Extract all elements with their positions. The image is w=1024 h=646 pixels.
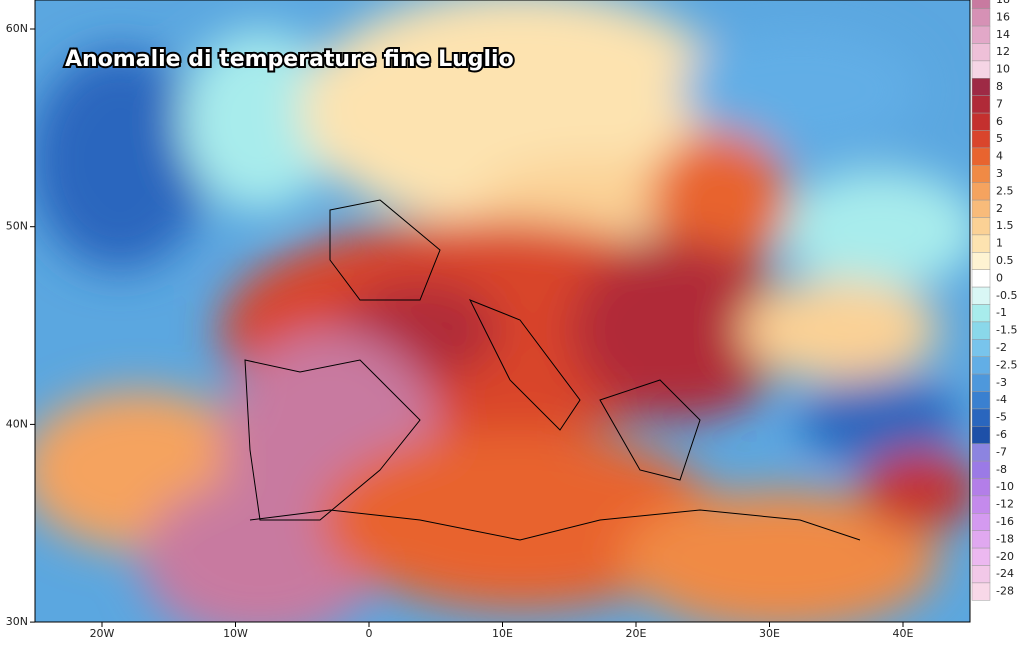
colorbar-label: 3 — [996, 167, 1003, 180]
colorbar-label: 16 — [996, 10, 1010, 23]
colorbar-swatch — [971, 513, 991, 531]
colorbar-swatch — [971, 356, 991, 375]
colorbar-swatch — [971, 321, 991, 340]
lon-label: 20E — [626, 627, 647, 640]
colorbar-swatch — [971, 426, 991, 444]
colorbar-swatch — [971, 530, 991, 549]
colorbar-label: -0.5 — [996, 289, 1017, 302]
colorbar-swatch — [971, 286, 991, 305]
colorbar-swatch — [971, 60, 991, 79]
colorbar-label: -28 — [996, 585, 1014, 598]
anomaly-map — [35, 0, 970, 622]
colorbar-label: 2.5 — [996, 184, 1014, 197]
colorbar-label: -2 — [996, 341, 1007, 354]
colorbar-swatch — [971, 199, 991, 218]
colorbar-label: -3 — [996, 376, 1007, 389]
colorbar-label: 2 — [996, 202, 1003, 215]
colorbar-swatch — [971, 252, 991, 270]
map-title: Anomalie di temperature fine Luglio — [65, 47, 514, 72]
colorbar-swatch — [971, 304, 991, 323]
colorbar-label: -6 — [996, 428, 1007, 441]
colorbar-label: 14 — [996, 28, 1010, 41]
colorbar-swatch — [971, 391, 991, 410]
colorbar-swatch — [971, 373, 991, 392]
lat-label: 60N — [6, 22, 28, 35]
colorbar-label: 8 — [996, 80, 1003, 93]
colorbar-swatch — [971, 565, 991, 584]
colorbar-swatch — [971, 339, 991, 357]
colorbar-label: 12 — [996, 45, 1010, 58]
colorbar-label: -7 — [996, 445, 1007, 458]
colorbar-label: -4 — [996, 393, 1007, 406]
colorbar: 18 16 14 12 10 8 7 6 5 4 3 2.5 2 1.5 1 0.5 0 -0.5 -1 -1.5 -2… — [971, 0, 1017, 601]
lon-label: 10W — [223, 627, 248, 640]
colorbar-label: -24 — [996, 567, 1014, 580]
colorbar-label: -2.5 — [996, 358, 1017, 371]
colorbar-swatch — [971, 43, 991, 62]
lon-label: 20W — [90, 627, 115, 640]
colorbar-swatch — [971, 478, 991, 497]
colorbar-swatch — [971, 182, 991, 201]
colorbar-swatch — [971, 217, 991, 236]
colorbar-label: 6 — [996, 115, 1003, 128]
lon-axis: 20W 10W 0 10E 20E 30E 40E — [90, 622, 914, 640]
colorbar-swatch — [971, 8, 991, 27]
colorbar-label: -16 — [996, 515, 1014, 528]
colorbar-label: 1.5 — [996, 219, 1014, 232]
colorbar-label: 0.5 — [996, 254, 1014, 267]
colorbar-label: 1 — [996, 237, 1003, 250]
lon-label: 10E — [492, 627, 513, 640]
colorbar-swatch — [971, 547, 991, 566]
colorbar-swatch — [971, 495, 991, 514]
colorbar-swatch — [971, 582, 991, 601]
colorbar-label: -20 — [996, 550, 1014, 563]
colorbar-swatch — [971, 78, 991, 96]
colorbar-label: -1 — [996, 306, 1007, 319]
colorbar-label: 18 — [996, 0, 1010, 6]
lat-label: 40N — [6, 417, 28, 430]
lat-axis: 60N 50N 40N 30N — [6, 22, 35, 628]
colorbar-swatch — [971, 0, 991, 9]
colorbar-label: 4 — [996, 150, 1003, 163]
colorbar-label: 5 — [996, 132, 1003, 145]
colorbar-label: -12 — [996, 498, 1014, 511]
lon-label: 0 — [366, 627, 373, 640]
colorbar-swatch — [971, 147, 991, 166]
colorbar-swatch — [971, 460, 991, 479]
colorbar-swatch — [971, 234, 991, 253]
colorbar-swatch — [971, 443, 991, 462]
colorbar-swatch — [971, 165, 991, 183]
colorbar-label: 7 — [996, 97, 1003, 110]
lon-label: 40E — [893, 627, 914, 640]
colorbar-swatch — [971, 95, 991, 114]
colorbar-label: -8 — [996, 463, 1007, 476]
colorbar-label: 10 — [996, 63, 1010, 76]
colorbar-label: 0 — [996, 271, 1003, 284]
colorbar-label: -5 — [996, 411, 1007, 424]
colorbar-swatch — [971, 112, 991, 131]
lat-label: 50N — [6, 220, 28, 233]
colorbar-swatch — [971, 408, 991, 427]
colorbar-label: -10 — [996, 480, 1014, 493]
colorbar-swatch — [971, 130, 991, 149]
colorbar-swatch — [971, 25, 991, 44]
lat-label: 30N — [6, 615, 28, 628]
colorbar-label: -1.5 — [996, 324, 1017, 337]
colorbar-label: -18 — [996, 532, 1014, 545]
colorbar-swatch — [971, 269, 991, 288]
lon-label: 30E — [759, 627, 780, 640]
